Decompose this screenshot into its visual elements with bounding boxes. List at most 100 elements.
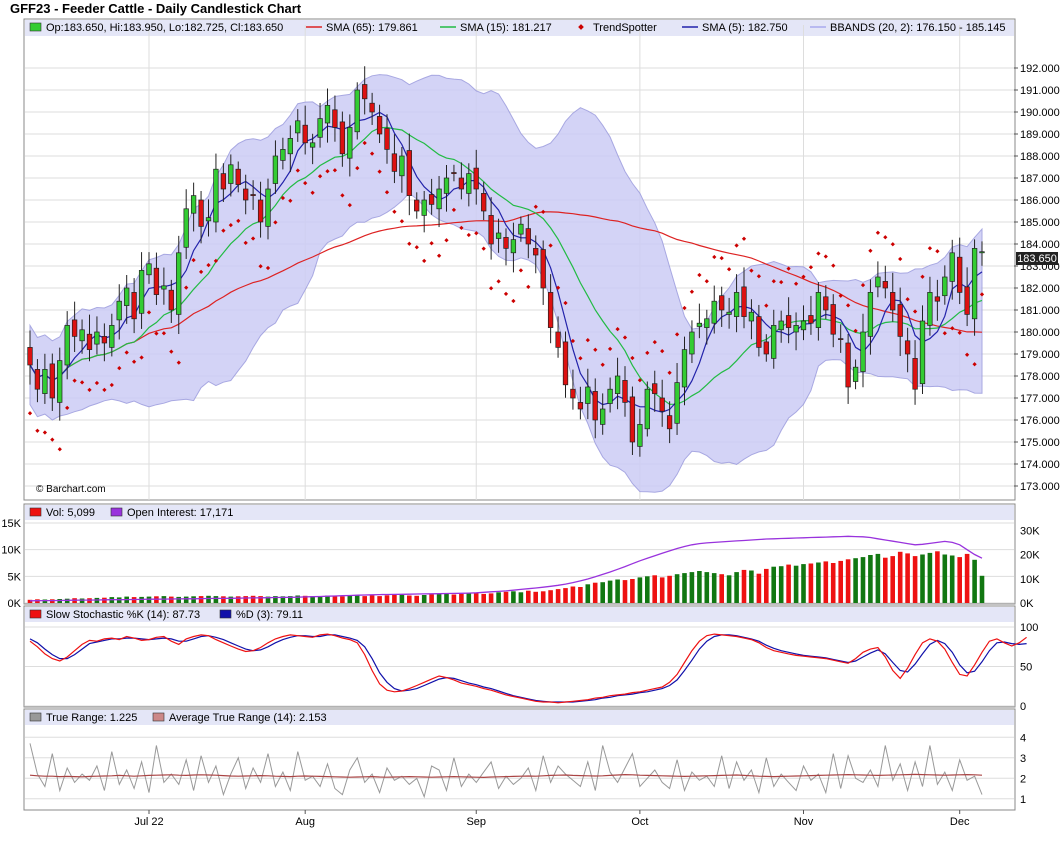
candle-body xyxy=(443,177,450,194)
price-tick-label: 176.000 xyxy=(1020,415,1060,427)
price-tick-label: 182.000 xyxy=(1020,283,1060,295)
candle-body xyxy=(64,325,70,366)
candle-body xyxy=(681,349,688,388)
candle-body xyxy=(904,340,911,355)
candle-body xyxy=(845,342,851,388)
trendspotter-dot xyxy=(764,303,769,308)
trendspotter-dot xyxy=(169,349,174,354)
trendspotter-dot xyxy=(399,219,405,224)
trendspotter-dot xyxy=(838,293,843,298)
volume-bar xyxy=(302,595,308,603)
trendspotter-dot xyxy=(972,362,977,367)
volume-bar xyxy=(659,577,665,603)
candle-body xyxy=(570,388,576,399)
volume-bar xyxy=(481,593,486,603)
volume-bar xyxy=(354,595,360,603)
x-axis: Jul 22 Aug Sep Oct Nov Dec xyxy=(134,810,970,828)
trendspotter-dot xyxy=(139,355,144,360)
trendspotter-dot xyxy=(622,335,628,340)
candle-body xyxy=(882,281,888,289)
stochastic-tick-label: 100 xyxy=(1020,622,1038,634)
volume-bar xyxy=(213,596,219,603)
volume-bar xyxy=(741,569,747,603)
volume-bar xyxy=(645,576,650,603)
legend-swatch xyxy=(578,24,584,30)
candle-body xyxy=(131,292,137,320)
volume-bar xyxy=(949,555,955,603)
trendspotter-dot xyxy=(615,326,620,332)
trendspotter-dot xyxy=(288,198,293,203)
trendspotter-dot xyxy=(883,235,888,240)
open-interest-path xyxy=(29,535,983,602)
volume-bar xyxy=(578,587,583,603)
true-range-panel: True Range: 1.225 Average True Range (14)… xyxy=(23,708,1026,811)
x-tick-label: Sep xyxy=(466,816,486,828)
trendspotter-dot xyxy=(801,274,806,279)
open-interest-line xyxy=(29,535,983,602)
candle-body xyxy=(384,128,390,150)
candle-body xyxy=(644,388,650,430)
price-tick-label: 188.000 xyxy=(1020,151,1060,163)
volume-bar xyxy=(347,595,353,603)
candle-body xyxy=(257,199,264,223)
trendspotter-dot xyxy=(779,279,784,285)
stochastic-d-path xyxy=(29,634,1027,703)
volume-bar xyxy=(838,560,843,603)
trendspotter-dot xyxy=(942,331,947,336)
candle-body xyxy=(42,369,48,394)
candle-body xyxy=(302,124,308,144)
volume-bar xyxy=(979,575,985,603)
atr-path xyxy=(29,773,983,779)
volume-bar xyxy=(786,564,791,603)
trendspotter-dot xyxy=(912,309,918,314)
trendspotter-dot xyxy=(250,236,256,241)
volume-bar xyxy=(697,571,702,603)
price-tick-label: 174.000 xyxy=(1020,459,1060,471)
volume-bar xyxy=(868,555,873,603)
price-tick-label: 185.000 xyxy=(1020,217,1060,229)
trendspotter-dot xyxy=(741,236,747,241)
candle-body xyxy=(109,325,115,348)
candle-body xyxy=(629,396,636,443)
x-tick-label: Jul 22 xyxy=(134,816,163,828)
volume-bar xyxy=(198,596,204,603)
candle-body xyxy=(912,358,918,390)
price-tick-label: 189.000 xyxy=(1020,129,1060,141)
price-tick-label: 181.000 xyxy=(1020,305,1060,317)
candle-body xyxy=(696,322,703,327)
volume-bar xyxy=(630,579,635,603)
trendspotter-dot xyxy=(198,269,204,275)
candle-body xyxy=(391,153,398,172)
volume-bar xyxy=(421,595,427,603)
candle-body xyxy=(466,173,472,194)
volume-panel: Vol: 5,099 Open Interest: 17,171 0K 5K 10K 1… xyxy=(1,503,1040,610)
candle-body xyxy=(458,177,465,190)
trendspotter-dot xyxy=(674,332,680,337)
candle-body xyxy=(622,380,628,403)
volume-bar xyxy=(764,568,769,603)
trendspotter-dot xyxy=(184,285,189,290)
candle-body xyxy=(101,336,108,344)
volume-bar xyxy=(845,559,851,603)
volume-bar xyxy=(793,565,799,603)
stochastic-legend-bar xyxy=(25,607,1014,622)
candle-body xyxy=(324,105,331,124)
sma-65-line xyxy=(29,211,983,382)
trendspotter-dot xyxy=(689,289,695,294)
trendspotter-dot xyxy=(295,168,300,173)
volume-bar xyxy=(377,596,382,603)
trendspotter-dot xyxy=(749,268,754,273)
candle-body xyxy=(815,292,822,328)
candle-body xyxy=(495,232,502,239)
candle-body xyxy=(540,249,546,289)
candle-body xyxy=(897,304,903,337)
volume-right-tick-label: 0K xyxy=(1020,598,1034,610)
volume-bar xyxy=(258,596,263,603)
candle-body xyxy=(652,383,658,394)
volume-bar xyxy=(169,596,174,603)
trendspotter-dot xyxy=(176,360,181,365)
price-tick-label: 190.000 xyxy=(1020,107,1060,119)
sma-15-line xyxy=(29,126,983,405)
price-tick-label: 184.000 xyxy=(1020,239,1060,251)
candle-body xyxy=(369,102,375,113)
